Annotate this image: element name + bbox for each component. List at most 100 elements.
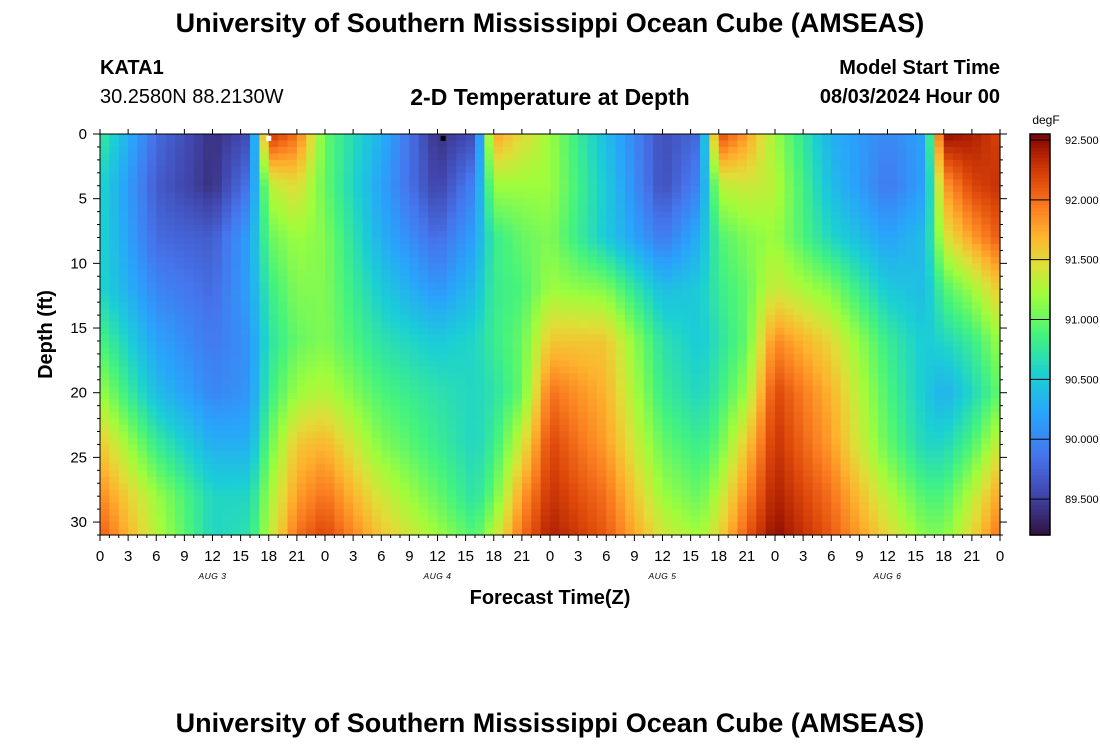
heatmap-cell <box>456 463 467 471</box>
heatmap-cell <box>653 450 664 458</box>
heatmap-cell <box>634 431 645 439</box>
heatmap-cell <box>934 328 945 336</box>
heatmap-cell <box>868 289 879 297</box>
heatmap-cell <box>493 463 504 471</box>
heatmap-cell <box>746 418 757 426</box>
heatmap-cell <box>390 282 401 290</box>
heatmap-cell <box>653 366 664 374</box>
heatmap-cell <box>700 321 710 329</box>
heatmap-cell <box>381 308 392 316</box>
heatmap-cell <box>831 463 842 471</box>
heatmap-cell <box>137 457 148 465</box>
heatmap-cell <box>671 412 682 420</box>
heatmap-cell <box>859 269 870 277</box>
heatmap-cell <box>137 179 148 187</box>
heatmap-cell <box>165 418 176 426</box>
heatmap-cell <box>700 172 710 180</box>
heatmap-cell <box>568 412 579 420</box>
heatmap-cell <box>156 289 167 297</box>
heatmap-cell <box>671 205 682 213</box>
heatmap-cell <box>784 405 795 413</box>
heatmap-cell <box>756 185 767 193</box>
heatmap-cell <box>493 412 504 420</box>
heatmap-cell <box>184 463 195 471</box>
heatmap-cell <box>343 192 354 200</box>
heatmap-cell <box>484 140 495 148</box>
heatmap-cell <box>493 431 504 439</box>
heatmap-cell <box>325 412 335 420</box>
heatmap-cell <box>653 347 664 355</box>
heatmap-cell <box>840 289 851 297</box>
heatmap-cell <box>128 256 139 264</box>
heatmap-cell <box>943 205 954 213</box>
heatmap-cell <box>493 353 504 361</box>
heatmap-cell <box>146 399 157 407</box>
heatmap-cell <box>737 418 748 426</box>
heatmap-cell <box>100 166 110 174</box>
heatmap-cell <box>259 159 270 167</box>
heatmap-cell <box>456 289 467 297</box>
heatmap-cell <box>709 321 720 329</box>
heatmap-cell <box>259 302 270 310</box>
heatmap-cell <box>662 224 673 232</box>
heatmap-cell <box>203 340 214 349</box>
heatmap-cell <box>578 450 589 458</box>
heatmap-cell <box>325 276 335 284</box>
heatmap-cell <box>296 328 307 336</box>
heatmap-cell <box>128 134 139 142</box>
heatmap-cell <box>503 334 514 342</box>
heatmap-cell <box>840 373 851 381</box>
heatmap-cell <box>240 276 251 284</box>
heatmap-cell <box>296 302 307 310</box>
heatmap-cell <box>381 302 392 310</box>
heatmap-cell <box>418 353 429 361</box>
heatmap-cell <box>925 295 935 303</box>
heatmap-cell <box>756 315 767 323</box>
heatmap-cell <box>671 153 682 161</box>
heatmap-cell <box>868 405 879 413</box>
heatmap-cell <box>137 153 148 161</box>
heatmap-cell <box>615 179 626 187</box>
heatmap-cell <box>418 134 429 142</box>
heatmap-cell <box>278 334 289 342</box>
heatmap-cell <box>146 463 157 471</box>
heatmap-cell <box>906 179 917 187</box>
heatmap-cell <box>653 192 664 200</box>
heatmap-cell <box>540 231 551 239</box>
heatmap-cell <box>184 282 195 290</box>
heatmap-cell <box>193 224 204 232</box>
heatmap-cell <box>156 263 167 271</box>
heatmap-cell <box>906 405 917 413</box>
heatmap-cell <box>512 134 523 142</box>
heatmap-cell <box>390 224 401 232</box>
heatmap-cell <box>615 146 626 155</box>
heatmap-cell <box>128 237 139 245</box>
station-coordinates: 30.2580N 88.2130W <box>100 86 284 108</box>
heatmap-cell <box>446 302 457 310</box>
heatmap-cell <box>746 425 757 433</box>
heatmap-cell <box>259 425 270 433</box>
heatmap-cell <box>437 302 448 310</box>
heatmap-cell <box>934 463 945 471</box>
heatmap-cell <box>953 334 964 342</box>
heatmap-cell <box>175 340 185 349</box>
heatmap-cell <box>362 134 373 142</box>
heatmap-cell <box>765 418 776 426</box>
heatmap-cell <box>671 399 682 407</box>
heatmap-cell <box>709 373 720 381</box>
heatmap-cell <box>559 166 570 174</box>
heatmap-cell <box>493 373 504 381</box>
heatmap-cell <box>943 418 954 426</box>
heatmap-cell <box>475 153 485 161</box>
heatmap-cell <box>446 405 457 413</box>
heatmap-cell <box>896 172 907 180</box>
heatmap-cell <box>925 282 935 290</box>
heatmap-cell <box>559 289 570 297</box>
heatmap-cell <box>203 243 214 252</box>
heatmap-cell <box>371 366 382 374</box>
heatmap-cell <box>906 360 917 368</box>
heatmap-cell <box>587 263 598 271</box>
heatmap-cell <box>175 205 185 213</box>
heatmap-cell <box>137 353 148 361</box>
heatmap-cell <box>325 431 335 439</box>
